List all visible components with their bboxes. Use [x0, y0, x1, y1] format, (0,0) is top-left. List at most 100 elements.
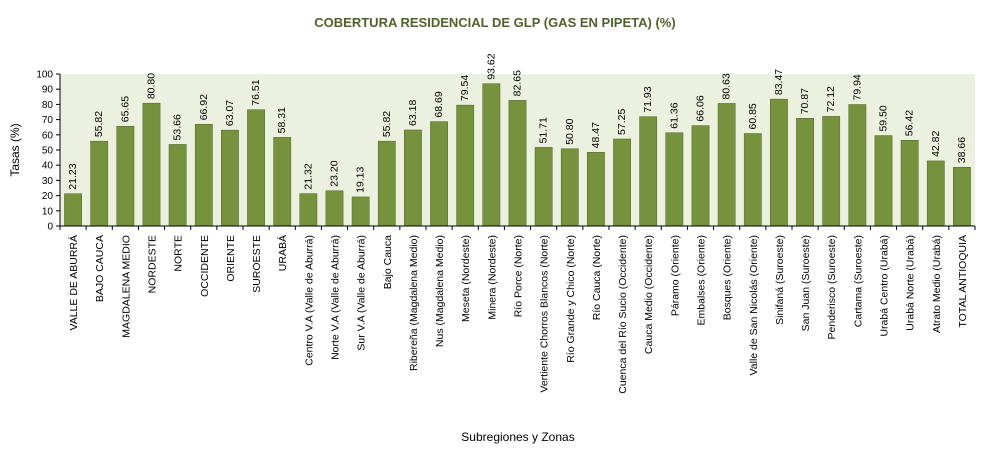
value-label: 53.66	[172, 114, 184, 140]
category-label: Penderisco (Suroeste)	[826, 235, 838, 339]
bar	[430, 121, 448, 227]
value-label: 66.06	[695, 95, 707, 121]
category-label: NORDESTE	[147, 235, 159, 293]
category-label: Sinifaná (Suroeste)	[774, 235, 786, 325]
bar	[482, 83, 501, 227]
category-label: Río Porce (Norte)	[513, 235, 525, 317]
bar	[587, 152, 605, 227]
y-tick-label: 10	[42, 206, 54, 217]
value-label: 66.92	[198, 94, 210, 120]
y-tick-label: 90	[42, 85, 54, 96]
bar	[404, 129, 422, 227]
bar	[534, 147, 553, 227]
bar	[247, 109, 265, 227]
value-label: 55.82	[93, 111, 105, 137]
y-tick-label: 20	[42, 191, 54, 202]
bar	[508, 100, 527, 227]
bar	[377, 140, 396, 227]
bar	[116, 125, 135, 227]
bar	[665, 132, 684, 227]
value-label: 80.80	[146, 73, 158, 99]
value-label: 79.54	[459, 75, 471, 101]
bar	[953, 166, 971, 227]
bar	[325, 190, 344, 227]
bar	[874, 135, 893, 227]
bar	[90, 140, 109, 227]
category-label: Río Grande y Chico (Norte)	[565, 235, 577, 363]
chart-title: COBERTURA RESIDENCIAL DE GLP (GAS EN PIP…	[314, 15, 676, 30]
y-tick-label: 60	[42, 130, 54, 141]
value-label: 72.12	[825, 86, 837, 112]
y-tick-label: 80	[42, 100, 54, 111]
category-label: Urabá Norte (Urabá)	[905, 235, 917, 331]
category-label: Sur V.A (Valle de Aburrá)	[356, 235, 368, 351]
bar	[194, 124, 213, 227]
category-label: Páramo (Oriente)	[669, 235, 681, 316]
category-label: MAGDALENA MEDIO	[120, 235, 132, 338]
value-label: 76.51	[250, 79, 262, 105]
category-label: ORIENTE	[225, 235, 237, 282]
bar	[142, 102, 161, 227]
category-label: Meseta (Nordeste)	[460, 235, 472, 322]
category-label: Ribereña (Magdalena Medio)	[408, 235, 420, 371]
value-label: 21.23	[67, 163, 79, 189]
category-label: Minera (Nordeste)	[486, 235, 498, 320]
bar	[351, 196, 370, 227]
bar	[770, 98, 788, 227]
value-label: 82.65	[512, 70, 524, 96]
category-label: URABÁ	[276, 235, 289, 271]
value-label: 59.50	[878, 105, 890, 131]
category-label: Norte V.A (Valle de Aburrá)	[330, 235, 342, 360]
value-label: 56.42	[904, 110, 916, 136]
value-label: 70.87	[799, 88, 811, 114]
category-label: Nus (Magdalena Medio)	[434, 235, 446, 347]
category-label: Vertiente Chorros Blancos (Norte)	[539, 235, 551, 393]
category-label: Atrato Medio (Urabá)	[931, 235, 943, 333]
category-label: Cauca Medio (Occidente)	[643, 235, 655, 354]
category-label: Bajo Cauca	[382, 235, 394, 289]
value-label: 71.93	[642, 86, 654, 112]
bar	[822, 116, 841, 227]
value-label: 80.63	[721, 73, 733, 99]
bar-series	[64, 83, 971, 227]
y-axis-title: Tasas (%)	[8, 123, 22, 176]
bar	[560, 148, 579, 227]
y-tick-label: 0	[47, 222, 53, 233]
category-label: Cuenca del Río Sucio (Occidente)	[617, 235, 629, 394]
value-label: 51.71	[538, 117, 550, 143]
y-tick-label: 40	[42, 161, 54, 172]
category-label: OCCIDENTE	[199, 235, 211, 297]
category-label: San Juan (Suroeste)	[800, 235, 812, 331]
category-label: Bosques (Oriente)	[722, 235, 734, 320]
bar	[613, 138, 631, 227]
bar	[743, 133, 762, 227]
bar	[273, 137, 292, 227]
category-label: Urabá Centro (Urabá)	[879, 235, 891, 337]
y-tick-label: 100	[36, 70, 53, 81]
value-label: 60.85	[747, 103, 759, 129]
bar	[717, 103, 736, 227]
category-label: NORTE	[173, 235, 185, 272]
bar	[848, 104, 867, 227]
value-label: 50.80	[564, 118, 576, 144]
y-tick-label: 50	[42, 146, 54, 157]
value-label: 23.20	[329, 160, 341, 186]
value-label: 63.07	[224, 100, 236, 126]
value-label: 61.36	[668, 102, 680, 128]
category-label: VALLE DE ABURRÁ	[67, 235, 80, 331]
bar	[926, 160, 945, 227]
value-label: 63.18	[407, 100, 419, 126]
bar	[796, 118, 814, 227]
x-axis-title: Subregiones y Zonas	[461, 430, 574, 444]
bar	[639, 116, 658, 227]
category-label: Río Cauca (Norte)	[591, 235, 603, 320]
value-label: 79.94	[851, 74, 863, 100]
category-label: Cartama (Suroeste)	[852, 235, 864, 327]
category-label: Valle de San Nicolás (Oriente)	[748, 235, 760, 375]
bar	[221, 129, 239, 227]
value-label: 68.69	[433, 91, 445, 117]
value-label: 48.47	[590, 122, 602, 148]
category-label: Centro V.A (Valle de Aburrá)	[303, 235, 315, 366]
value-label: 57.25	[616, 109, 628, 135]
